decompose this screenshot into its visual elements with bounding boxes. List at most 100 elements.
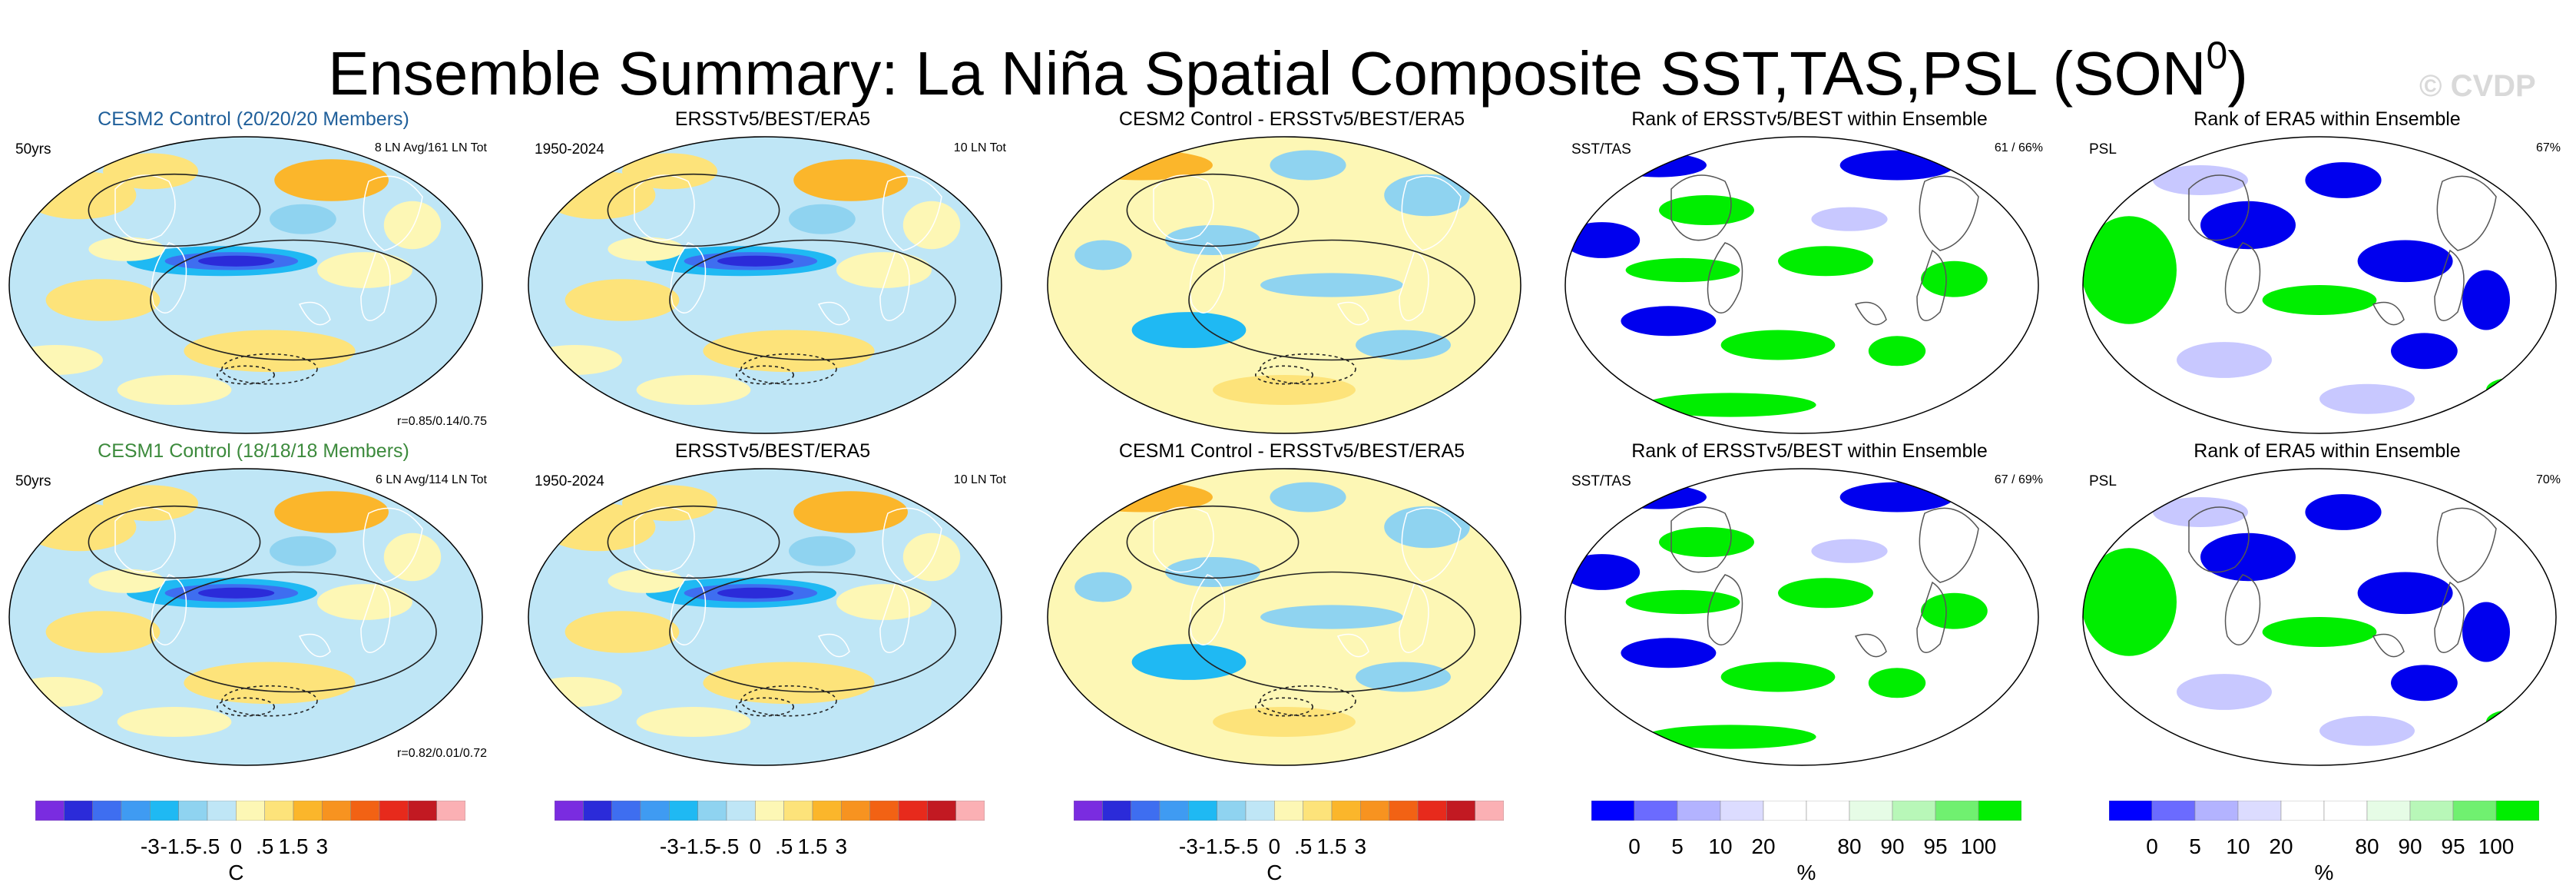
panel-left-tag: SST/TAS [1571, 473, 1631, 489]
colorbar-tick-label: 80 [2355, 834, 2379, 858]
map-region [528, 137, 1002, 433]
globe-map [1047, 136, 1521, 434]
psl-contour [216, 365, 275, 385]
map-region [2486, 709, 2534, 735]
colorbar-swatch [2280, 800, 2325, 821]
map-region [1644, 725, 1816, 749]
map-region [565, 611, 680, 653]
colorbar-swatch [379, 800, 409, 821]
colorbar-tick-label: 5 [1671, 834, 1684, 858]
coastline [1670, 174, 1732, 241]
colorbar-swatch [1677, 800, 1721, 821]
map-panel: CESM1 Control (18/18/18 Members) 50yrs 6 L… [8, 440, 499, 766]
map-region [1811, 539, 1888, 563]
coastline [360, 249, 391, 321]
map-region [2177, 674, 2272, 710]
map-fill [9, 137, 482, 433]
colorbar-tick-label: 90 [2398, 834, 2422, 858]
map-region [88, 237, 165, 261]
colorbar-swatch [1475, 800, 1505, 821]
coastline [1399, 581, 1429, 653]
map-region [1839, 482, 1955, 513]
colorbar-swatch [1935, 800, 1979, 821]
map-panel: ERSSTv5/BEST/ERA5 1950-2024 10 LN Tot [527, 108, 1018, 434]
map-region [1213, 375, 1356, 405]
colorbar-swatch [236, 800, 265, 821]
coastline [1336, 301, 1369, 326]
map-region [1611, 485, 1707, 509]
map-border [2082, 136, 2557, 434]
map-border [2082, 468, 2557, 766]
map-region [836, 252, 932, 288]
colorbar-tick-label: 0 [230, 834, 243, 858]
map-region [1384, 506, 1470, 549]
colorbar-swatch [1763, 800, 1807, 821]
coastline [1401, 175, 1462, 251]
coastline [2372, 301, 2405, 326]
globe-map [8, 468, 483, 766]
colorbar-tick-label: 3 [1354, 834, 1367, 858]
panel-left-tag: 1950-2024 [535, 473, 604, 489]
map-fill [528, 469, 1002, 765]
map-region [1565, 222, 1641, 258]
colorbar-tick-label: 1.5 [1316, 834, 1347, 858]
coastline [882, 175, 942, 251]
colorbar-tick-label: 95 [2441, 834, 2465, 858]
colorbar-tick-label: 20 [2269, 834, 2293, 858]
map-region [9, 677, 103, 707]
colorbar-swatch [436, 800, 466, 821]
map-region [317, 252, 412, 288]
map-region [117, 707, 232, 737]
map-region [565, 279, 680, 321]
psl-contour [150, 571, 437, 693]
panel-title: CESM2 Control - ERSSTv5/BEST/ERA5 [1118, 108, 1465, 130]
colorbar-swatch [898, 800, 928, 821]
map-region [9, 469, 482, 765]
coastline [2434, 249, 2465, 321]
coastline [1153, 174, 1214, 241]
colorbar-tick-label: -1.5 [1198, 834, 1236, 858]
map-region [636, 707, 751, 737]
map-region [608, 569, 684, 593]
colorbar-tick-label: -1.5 [679, 834, 717, 858]
map-region [184, 662, 356, 705]
map-region [1868, 336, 1926, 367]
map-region [2177, 342, 2272, 378]
panel-title: Rank of ERSSTv5/BEST within Ensemble [1631, 440, 1988, 462]
panel-title: ERSSTv5/BEST/ERA5 [674, 108, 871, 130]
map-region [1260, 605, 1403, 629]
panel-right-tag: 10 LN Tot [953, 473, 1006, 486]
colorbar-tick-label: 80 [1837, 834, 1862, 858]
colorbar-tick-label: 20 [1751, 834, 1776, 858]
map-region [2305, 162, 2382, 198]
map-region [1213, 707, 1356, 737]
coastline [1919, 175, 1979, 251]
colorbar-tick-label: -.5 [714, 834, 740, 858]
map-region [1839, 150, 1955, 181]
map-region [1921, 260, 1988, 297]
map-region [1074, 240, 1132, 270]
map-region [1720, 330, 1836, 360]
map-fill [528, 137, 1002, 433]
colorbar-swatches [1073, 800, 1505, 821]
map-region [2357, 240, 2453, 283]
coastline [2224, 574, 2261, 645]
coastline [2434, 581, 2465, 653]
map-region [1811, 207, 1888, 231]
map-region [636, 375, 751, 405]
coastline [670, 242, 707, 313]
colorbar-swatch [1892, 800, 1936, 821]
colorbar-tick-label: -3 [140, 834, 160, 858]
colorbar-swatch [293, 800, 323, 821]
map-region [703, 662, 875, 705]
coastline [298, 633, 331, 658]
map-fill [1565, 469, 2038, 765]
panel-left-tag: 50yrs [15, 473, 51, 489]
globe-map [1564, 468, 2039, 766]
colorbar-swatch [1634, 800, 1678, 821]
colorbar-swatch [783, 800, 813, 821]
colorbar-tick-label: .5 [1293, 834, 1313, 858]
psl-contour [1254, 365, 1313, 385]
map-region [184, 330, 356, 373]
map-region [1621, 306, 1717, 337]
